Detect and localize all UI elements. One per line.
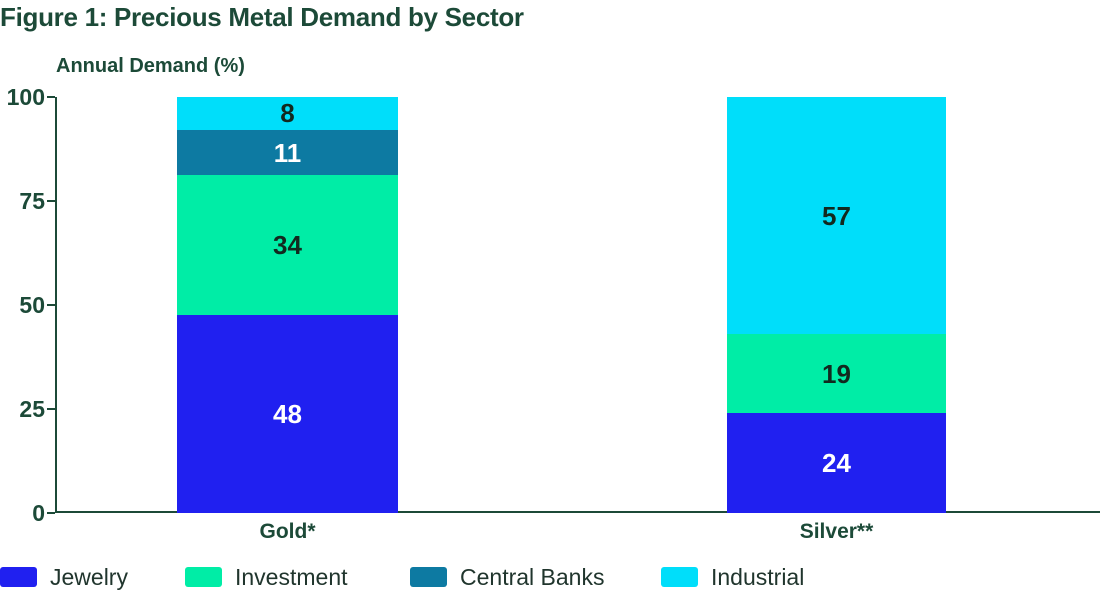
legend-label: Industrial [711, 564, 805, 590]
bar-value-label: 48 [273, 399, 302, 430]
bar-value-label: 34 [273, 230, 302, 261]
y-tick-mark-100 [47, 96, 55, 98]
legend-swatch-industrial [661, 567, 698, 587]
legend-swatch-central-banks [410, 567, 447, 587]
legend-item-central-banks: Central Banks [410, 563, 604, 591]
legend-item-jewelry: Jewelry [0, 563, 128, 591]
legend-label: Central Banks [460, 564, 605, 590]
legend-item-industrial: Industrial [661, 563, 804, 591]
y-tick-label-100: 100 [6, 84, 45, 110]
x-category-label-gold: Gold* [259, 520, 316, 543]
bar-value-label: 57 [822, 200, 851, 231]
bar-segment-jewelry: 24 [727, 413, 946, 514]
bar-segment-investment: 19 [727, 334, 946, 414]
y-axis-line [55, 97, 57, 513]
y-tick-label-25: 25 [19, 396, 45, 422]
legend-swatch-investment [185, 567, 222, 587]
bar-segment-industrial: 8 [177, 97, 398, 130]
bar-silver: 57 19 24 [727, 97, 946, 514]
y-tick-label-0: 0 [32, 500, 45, 526]
y-tick-label-75: 75 [19, 188, 45, 214]
bar-segment-industrial: 57 [727, 97, 946, 335]
y-tick-mark-50 [47, 304, 55, 306]
chart-title: Figure 1: Precious Metal Demand by Secto… [0, 2, 524, 32]
y-tick-mark-0 [47, 512, 55, 514]
legend-label: Investment [235, 564, 348, 590]
y-tick-mark-75 [47, 200, 55, 202]
y-axis-title: Annual Demand (%) [56, 55, 245, 77]
bar-value-label: 24 [822, 448, 851, 479]
bar-value-label: 8 [280, 98, 295, 129]
legend-label: Jewelry [50, 564, 128, 590]
bar-segment-central-banks: 11 [177, 129, 398, 176]
legend-item-investment: Investment [185, 563, 348, 591]
y-tick-mark-25 [47, 408, 55, 410]
y-tick-label-50: 50 [19, 292, 45, 318]
bar-segment-jewelry: 48 [177, 315, 398, 514]
x-category-label-silver: Silver** [799, 520, 874, 543]
bar-gold: 8 11 34 48 [177, 97, 398, 514]
legend-swatch-jewelry [0, 567, 37, 587]
bar-segment-investment: 34 [177, 175, 398, 316]
bar-value-label: 11 [273, 137, 302, 168]
bar-value-label: 19 [822, 358, 851, 389]
x-axis-line [55, 511, 1100, 513]
